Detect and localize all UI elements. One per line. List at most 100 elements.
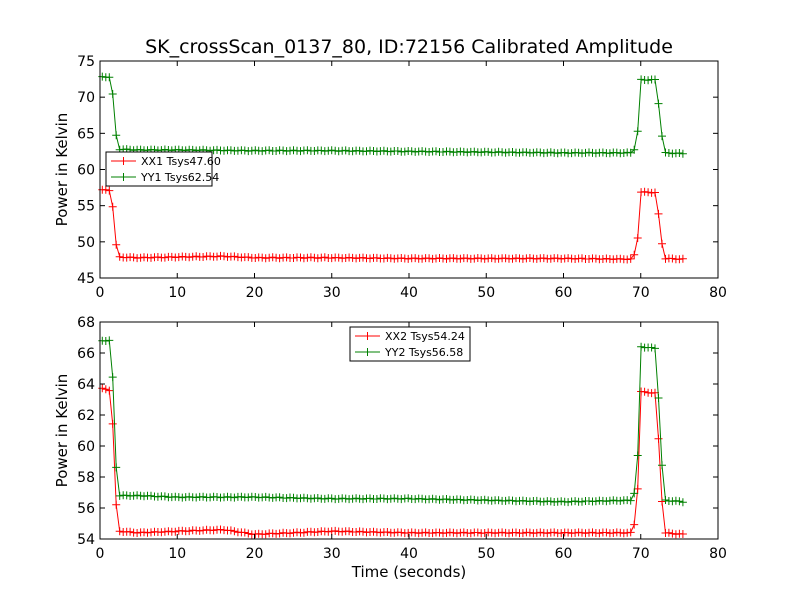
data-point [498, 148, 507, 157]
data-point [442, 254, 451, 263]
data-point [456, 254, 465, 263]
data-point [133, 529, 142, 537]
data-point [553, 254, 562, 263]
data-point [171, 527, 180, 536]
data-point [480, 495, 489, 504]
data-point [108, 90, 117, 98]
data-point [532, 496, 541, 505]
data-point [105, 186, 114, 195]
data-point [275, 529, 284, 538]
data-point [435, 528, 444, 537]
legend-marker [119, 173, 128, 181]
data-point [147, 491, 155, 500]
data-point [668, 254, 677, 263]
data-point [564, 498, 573, 507]
data-point [331, 526, 340, 535]
data-point [522, 148, 531, 157]
data-point [630, 489, 639, 498]
data-point [501, 254, 510, 263]
y-tick-label: 66 [77, 346, 95, 362]
data-point [553, 149, 562, 158]
data-point [487, 254, 496, 263]
data-point [661, 496, 670, 504]
data-point [557, 529, 566, 538]
data-point [379, 146, 388, 155]
data-point [605, 149, 614, 158]
data-point [359, 527, 367, 536]
data-point [157, 528, 166, 537]
data-point [477, 148, 486, 157]
legend-label: XX1 Tsys47.60 [141, 155, 221, 168]
data-point [334, 494, 343, 503]
data-point [678, 530, 687, 538]
data-point [265, 146, 274, 155]
data-point [501, 496, 510, 505]
data-point [101, 385, 110, 394]
data-point [407, 147, 416, 156]
data-point [539, 497, 548, 506]
x-tick-label: 80 [709, 546, 727, 562]
data-point [233, 146, 242, 155]
data-point [101, 337, 110, 345]
data-point [261, 530, 270, 539]
data-point [105, 386, 114, 395]
data-point [112, 240, 121, 249]
data-point [598, 148, 607, 157]
data-point [359, 495, 367, 504]
data-point [525, 254, 534, 262]
data-point [588, 528, 597, 537]
data-point [411, 254, 420, 263]
data-point [213, 493, 221, 501]
series-line [102, 387, 683, 535]
data-point [546, 148, 555, 157]
series-bottom-1 [98, 384, 687, 539]
data-point [320, 494, 329, 503]
legend-entry: YY2 Tsys56.58 [355, 346, 463, 359]
data-point [390, 528, 399, 537]
data-point [532, 254, 541, 263]
data-point [348, 147, 357, 156]
data-point [678, 498, 687, 507]
data-point [251, 254, 260, 262]
data-point [313, 528, 322, 536]
data-point [633, 451, 642, 460]
data-point [619, 149, 628, 157]
data-point [286, 529, 294, 538]
data-point [529, 148, 538, 157]
chart-title: SK_crossScan_0137_80, ID:72156 Calibrate… [145, 36, 673, 58]
data-point [616, 496, 625, 505]
y-tick-label: 54 [77, 532, 95, 548]
y-tick-label: 65 [77, 126, 95, 142]
data-point [411, 495, 420, 504]
data-point [147, 253, 155, 262]
legend-top: XX1 Tsys47.60 YY1 Tsys62.54 [105, 151, 221, 187]
y-axis-label: Power in Kelvin [53, 113, 71, 227]
data-point [546, 254, 555, 263]
data-point [397, 495, 406, 504]
data-point [226, 146, 235, 155]
y-tick-label: 55 [77, 199, 95, 215]
data-point [644, 188, 653, 197]
y-tick-label: 56 [77, 501, 95, 517]
y-tick-label: 60 [77, 163, 95, 179]
data-point [654, 394, 663, 402]
data-point [126, 527, 135, 536]
data-point [612, 148, 621, 157]
x-tick-label: 60 [555, 285, 573, 301]
data-point [449, 254, 458, 263]
data-point [289, 254, 298, 262]
data-point [230, 252, 239, 261]
data-point [220, 252, 228, 261]
data-point [192, 493, 201, 502]
data-point [512, 528, 520, 537]
data-point [324, 527, 333, 536]
data-point [439, 148, 447, 156]
data-point [637, 75, 646, 84]
y-tick-label: 62 [77, 408, 95, 424]
data-point [313, 254, 322, 263]
data-point [508, 148, 517, 156]
data-point [651, 188, 659, 197]
data-point [463, 254, 472, 263]
data-point [320, 253, 329, 262]
